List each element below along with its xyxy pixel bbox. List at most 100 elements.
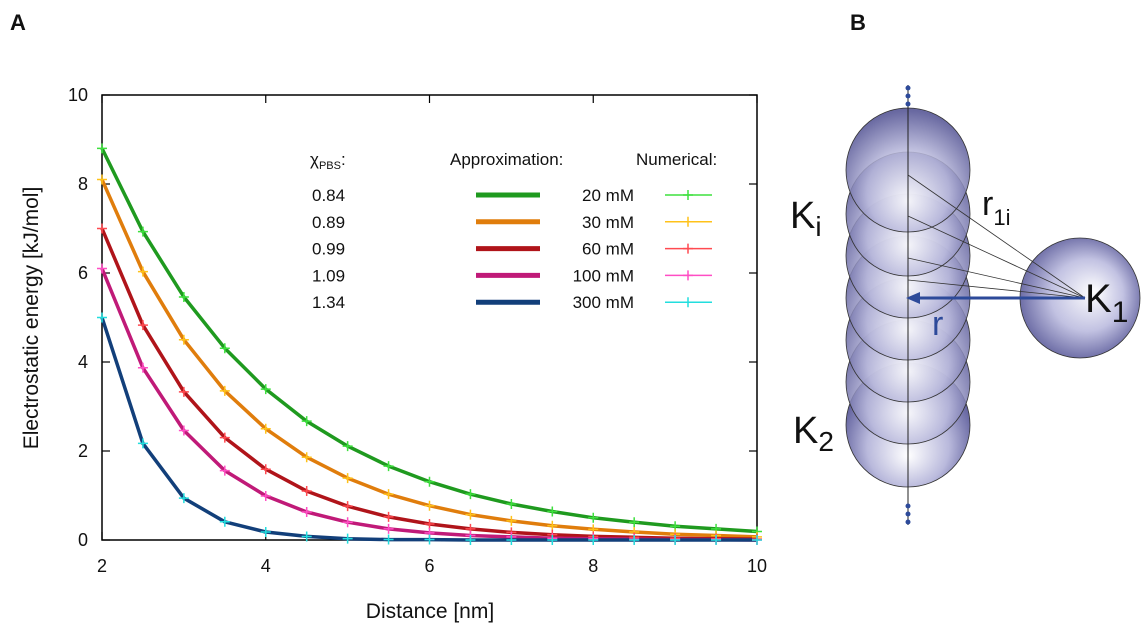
numerical-marker [342, 501, 353, 512]
numerical-marker [301, 452, 312, 463]
ki-label: Ki [790, 195, 822, 242]
numerical-marker [547, 535, 558, 545]
legend-label: 100 mM [573, 266, 634, 285]
numerical-marker [383, 461, 394, 472]
numerical-marker [424, 518, 435, 529]
numerical-marker [178, 334, 189, 345]
numerical-marker [137, 226, 148, 237]
numerical-marker [629, 535, 640, 545]
numerical-marker [301, 416, 312, 427]
x-tick-label: 10 [747, 556, 767, 576]
y-tick-label: 2 [78, 441, 88, 461]
numerical-marker [219, 385, 230, 396]
numerical-marker [506, 498, 517, 509]
label-sub: 1i [993, 205, 1010, 230]
legend-label: 60 mM [582, 240, 634, 259]
x-axis-label: Distance [nm] [366, 600, 494, 623]
numerical-marker [547, 506, 558, 517]
x-tick-label: 4 [261, 556, 271, 576]
approximation-line [100, 267, 758, 542]
numerical-marker [219, 432, 230, 443]
legend-swatch [683, 297, 693, 308]
y-tick-label: 6 [78, 263, 88, 283]
numerical-marker [342, 517, 353, 528]
numerical-marker [506, 515, 517, 526]
legend-swatch [683, 270, 693, 281]
panel-label: B [850, 10, 866, 35]
r-label: r [932, 305, 943, 343]
numerical-line [101, 228, 758, 540]
numerical-marker [260, 490, 271, 501]
x-tick-label: 8 [588, 556, 598, 576]
y-axis-label: Electrostatic energy [kJ/mol] [20, 187, 43, 450]
numerical-marker [342, 533, 353, 544]
numerical-marker [219, 465, 230, 476]
legend-label: 300 mM [573, 293, 634, 312]
chi-value: 1.34 [312, 293, 345, 312]
numerical-marker [301, 486, 312, 497]
numerical-line [101, 148, 758, 532]
chi-value: 1.09 [312, 266, 345, 285]
numerical-marker [547, 520, 558, 531]
numerical-marker [342, 473, 353, 484]
chi-symbol: χ [310, 150, 319, 169]
numerical-marker [383, 523, 394, 534]
numerical-marker [137, 266, 148, 277]
numerical-marker [424, 476, 435, 487]
numerical-marker [342, 441, 353, 452]
numerical-marker [260, 464, 271, 475]
numerical-marker [178, 292, 189, 303]
numerical-marker [97, 312, 107, 323]
legend-title: Numerical: [636, 150, 717, 169]
numerical-marker [383, 511, 394, 522]
chi-header: χPBS: [310, 150, 346, 172]
numerical-marker [219, 516, 230, 527]
r1i-label: r1i [982, 185, 1010, 230]
numerical-marker [588, 512, 599, 523]
label-main: K [790, 195, 815, 237]
label-main: r [982, 185, 993, 223]
numerical-marker [178, 425, 189, 436]
numerical-marker [97, 223, 107, 234]
numerical-marker [629, 517, 640, 528]
numerical-marker [137, 320, 148, 331]
chi-value: 0.99 [312, 240, 345, 259]
numerical-marker [260, 423, 271, 434]
y-tick-label: 10 [68, 85, 88, 105]
numerical-marker [383, 489, 394, 500]
numerical-marker [465, 535, 476, 545]
chi-value: 0.84 [312, 186, 345, 205]
label-main: K [1085, 277, 1112, 321]
y-tick-label: 0 [78, 530, 88, 550]
numerical-marker [670, 535, 681, 545]
numerical-marker [260, 526, 271, 537]
label-sub: i [815, 211, 821, 242]
numerical-marker [301, 506, 312, 517]
y-tick-label: 4 [78, 352, 88, 372]
legend-swatch [683, 243, 693, 254]
numerical-marker [383, 534, 394, 545]
numerical-marker [506, 535, 517, 545]
legend-swatch [683, 190, 693, 200]
approximation-line [100, 147, 758, 534]
x-tick-label: 6 [424, 556, 434, 576]
numerical-marker [178, 386, 189, 397]
numerical-marker [219, 343, 230, 354]
label-main: K [793, 410, 818, 452]
axis-dots [905, 85, 911, 525]
numerical-line [101, 268, 758, 541]
numerical-marker [752, 535, 762, 545]
label-sub: 1 [1112, 296, 1129, 329]
numerical-marker [97, 263, 107, 274]
numerical-marker [137, 362, 148, 373]
numerical-marker [137, 438, 148, 449]
legend-title: Approximation: [450, 150, 563, 169]
label-sub: 2 [818, 426, 834, 457]
numerical-marker [424, 534, 435, 545]
k1-label: K1 [1085, 277, 1128, 329]
r-arrowhead [906, 292, 920, 304]
numerical-marker [465, 489, 476, 500]
legend-label: 30 mM [582, 213, 634, 232]
legend-label: 20 mM [582, 186, 634, 205]
